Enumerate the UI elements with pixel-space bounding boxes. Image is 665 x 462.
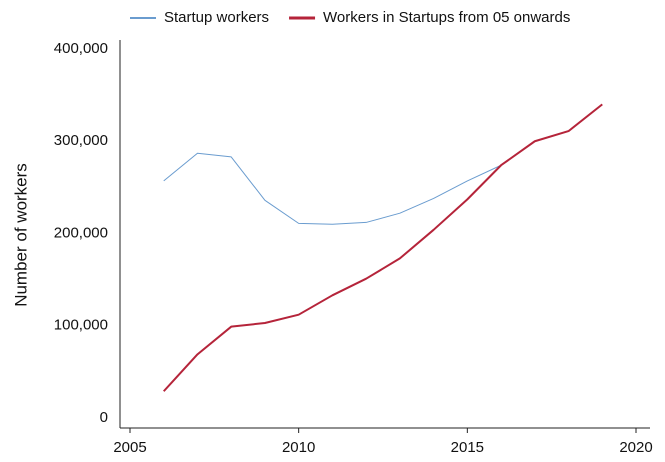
y-tick-label: 200,000 [54,224,108,241]
legend-label: Startup workers [164,9,269,26]
y-axis-label: Number of workers [11,163,30,307]
y-tick-label: 300,000 [54,132,108,149]
legend-label: Workers in Startups from 05 onwards [323,9,570,26]
series-line [163,152,502,225]
x-tick-label: 2005 [113,439,146,456]
y-tick-label: 400,000 [54,40,108,57]
series-line [162,103,603,392]
x-tick-label: 2010 [282,439,315,456]
y-tick-label: 100,000 [54,317,108,334]
x-tick-label: 2015 [451,439,484,456]
y-tick-label: 0 [100,409,108,426]
x-tick-label: 2020 [619,439,652,456]
